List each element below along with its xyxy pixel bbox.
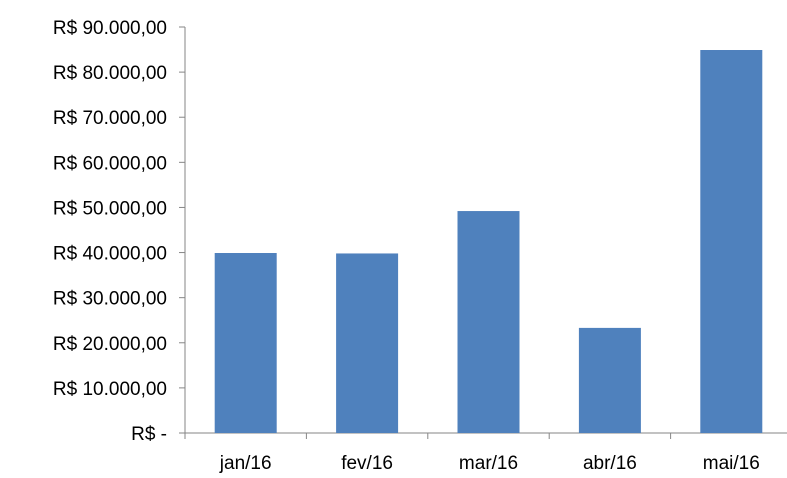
y-tick-label: R$ 30.000,00 (53, 289, 167, 310)
y-tick-label: R$ 50.000,00 (53, 198, 167, 219)
y-tick-label: R$ - (131, 424, 167, 445)
bar-fev-16 (336, 253, 399, 433)
y-tick-label: R$ 40.000,00 (53, 244, 167, 265)
x-tick-label: mar/16 (459, 453, 518, 474)
y-tick-label: R$ 10.000,00 (53, 379, 167, 400)
bar-mar-16 (457, 211, 520, 433)
x-axis: jan/16 fev/16 mar/16 abr/16 mai/16 (184, 432, 787, 474)
x-tick-label: abr/16 (583, 453, 637, 474)
y-axis: R$ - R$ 10.000,00 R$ 20.000,00 R$ 30.000,00… (53, 18, 186, 445)
bar-abr-16 (578, 327, 641, 433)
y-tick-label: R$ 90.000,00 (53, 18, 167, 39)
bar-jan-16 (214, 253, 277, 433)
x-tick-label: fev/16 (341, 453, 393, 474)
x-tick-label: mai/16 (703, 453, 760, 474)
x-tick-label: jan/16 (219, 453, 272, 474)
y-tick-label: R$ 60.000,00 (53, 153, 167, 174)
bars (214, 50, 763, 434)
y-tick-label: R$ 70.000,00 (53, 108, 167, 129)
bar-mai-16 (700, 50, 763, 434)
y-tick-label: R$ 20.000,00 (53, 334, 167, 355)
y-tick-label: R$ 80.000,00 (53, 63, 167, 84)
